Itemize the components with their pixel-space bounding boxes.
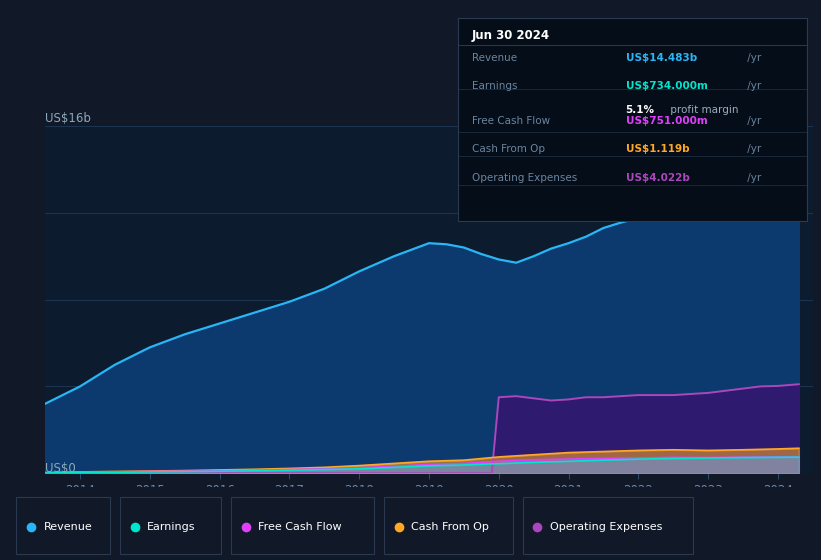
Text: Earnings: Earnings	[148, 522, 196, 532]
Text: US$734.000m: US$734.000m	[626, 81, 708, 91]
Text: /yr: /yr	[745, 81, 762, 91]
Text: /yr: /yr	[745, 53, 762, 63]
Text: Cash From Op: Cash From Op	[411, 522, 488, 532]
Text: US$4.022b: US$4.022b	[626, 172, 690, 183]
Text: Revenue: Revenue	[472, 53, 517, 63]
Text: Free Cash Flow: Free Cash Flow	[472, 116, 550, 126]
Text: US$1.119b: US$1.119b	[626, 144, 689, 154]
Text: Earnings: Earnings	[472, 81, 517, 91]
Text: Free Cash Flow: Free Cash Flow	[259, 522, 342, 532]
Text: US$16b: US$16b	[45, 112, 91, 125]
Text: profit margin: profit margin	[667, 105, 739, 115]
Text: Jun 30 2024: Jun 30 2024	[472, 29, 550, 41]
Text: Revenue: Revenue	[44, 522, 92, 532]
Text: /yr: /yr	[745, 172, 762, 183]
Text: /yr: /yr	[745, 116, 762, 126]
Text: US$14.483b: US$14.483b	[626, 53, 697, 63]
Text: US$751.000m: US$751.000m	[626, 116, 708, 126]
Text: /yr: /yr	[745, 144, 762, 154]
Text: US$0: US$0	[45, 462, 76, 475]
Text: Cash From Op: Cash From Op	[472, 144, 545, 154]
Text: Operating Expenses: Operating Expenses	[472, 172, 577, 183]
Text: Operating Expenses: Operating Expenses	[550, 522, 662, 532]
Text: 5.1%: 5.1%	[626, 105, 654, 115]
